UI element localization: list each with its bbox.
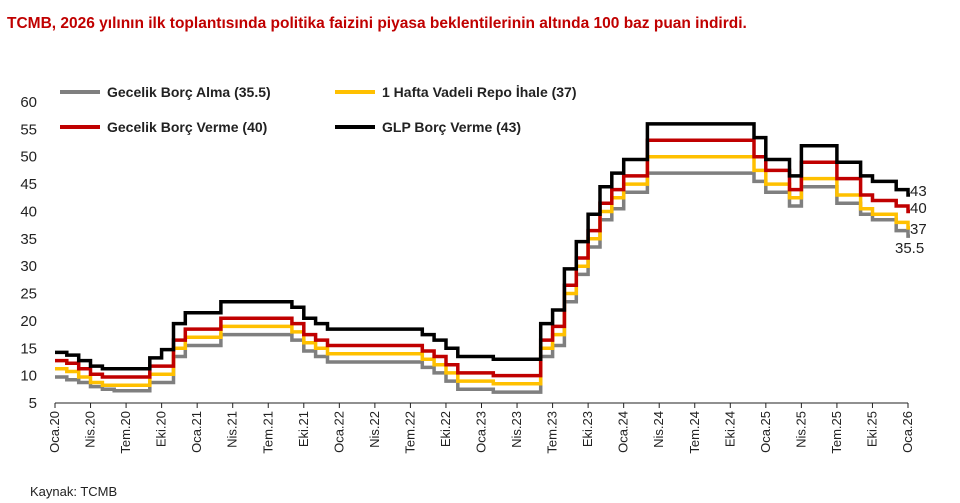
y-tick-label: 50 — [20, 149, 37, 166]
y-tick-label: 40 — [20, 203, 37, 220]
x-tick-label: Eki.23 — [580, 411, 595, 447]
series-line-4 — [55, 122, 910, 371]
end-label: 40 — [910, 200, 927, 217]
x-tick-label: Tem.24 — [687, 411, 702, 454]
y-tick-label: 55 — [20, 121, 37, 138]
x-tick-label: Tem.21 — [260, 411, 275, 454]
series-line-3 — [55, 138, 910, 379]
x-tick-label: Tem.22 — [402, 411, 417, 454]
x-tick-label: Tem.25 — [829, 411, 844, 454]
series-lines — [55, 122, 910, 394]
x-tick-label: Oca.23 — [474, 411, 489, 453]
legend-entry-label: GLP Borç Verme (43) — [382, 119, 521, 135]
x-axis: Oca.20 Nis.20 Tem.20 Eki.20 Oca.21 Nis.21 Tem.… — [47, 402, 915, 454]
x-tick-label: Oca.21 — [189, 411, 204, 453]
x-tick-label: Eki.24 — [722, 411, 737, 447]
series-line-1 — [55, 171, 910, 394]
y-axis: 5 10 15 20 25 30 35 40 45 50 55 60 — [20, 94, 37, 412]
chart-title: TCMB, 2026 yılının ilk toplantısında pol… — [7, 15, 747, 32]
x-tick-label: Tem.23 — [545, 411, 560, 454]
y-tick-label: 5 — [29, 395, 37, 412]
x-tick-label: Nis.21 — [225, 411, 240, 448]
x-tick-label: Eki.20 — [154, 411, 169, 447]
source-note: Kaynak: TCMB — [30, 484, 118, 499]
x-tick-label: Oca.20 — [47, 411, 62, 453]
x-tick-label: Eki.21 — [296, 411, 311, 447]
y-tick-label: 10 — [20, 368, 37, 385]
legend-entry-label: Gecelik Borç Verme (40) — [107, 119, 267, 135]
y-tick-label: 25 — [20, 286, 37, 303]
legend-entry-label: 1 Hafta Vadeli Repo İhale (37) — [382, 84, 577, 100]
legend-entry-label: Gecelik Borç Alma (35.5) — [107, 84, 271, 100]
y-tick-label: 30 — [20, 258, 37, 275]
x-tick-label: Nis.25 — [793, 411, 808, 448]
legend: Gecelik Borç Alma (35.5) 1 Hafta Vadeli R… — [60, 84, 577, 135]
x-tick-label: Oca.22 — [331, 411, 346, 453]
y-tick-label: 60 — [20, 94, 37, 111]
x-tick-label: Nis.22 — [367, 411, 382, 448]
y-tick-label: 20 — [20, 313, 37, 330]
x-tick-label: Nis.20 — [83, 411, 98, 448]
y-tick-label: 15 — [20, 340, 37, 357]
x-tick-label: Oca.25 — [758, 411, 773, 453]
x-tick-label: Eki.22 — [438, 411, 453, 447]
end-label: 35.5 — [895, 240, 924, 257]
x-tick-label: Nis.23 — [509, 411, 524, 448]
y-tick-label: 35 — [20, 231, 37, 248]
x-tick-label: Eki.25 — [864, 411, 879, 447]
x-tick-label: Oca.24 — [616, 411, 631, 453]
end-label: 37 — [910, 221, 927, 238]
x-tick-label: Tem.20 — [118, 411, 133, 454]
x-tick-label: Nis.24 — [651, 411, 666, 448]
x-tick-label: Oca.26 — [900, 411, 915, 453]
end-label: 43 — [910, 183, 927, 200]
y-tick-label: 45 — [20, 176, 37, 193]
